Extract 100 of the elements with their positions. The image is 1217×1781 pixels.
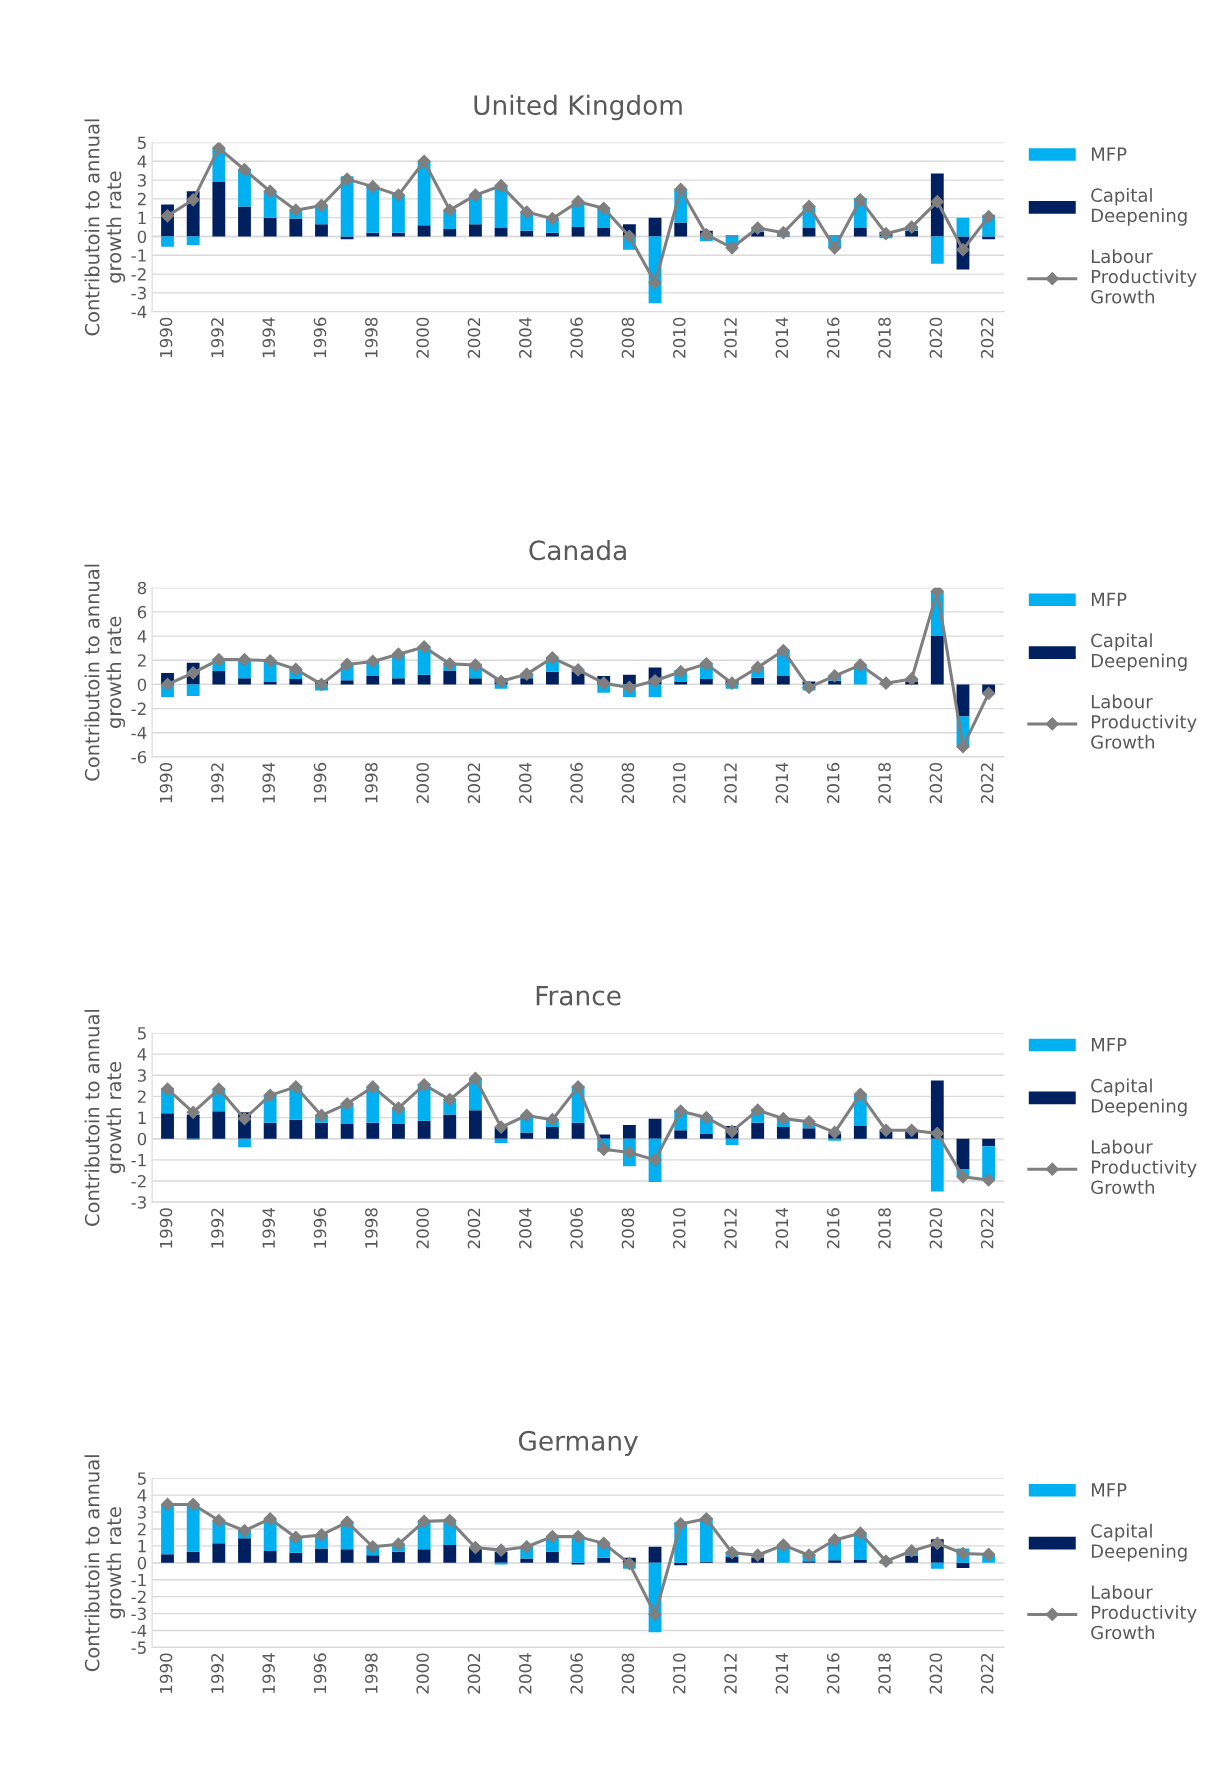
y-tick-label: -1: [131, 1573, 146, 1587]
x-tick-label: 1992: [211, 1208, 224, 1248]
legend-label: Labour Productivity Growth: [1091, 694, 1197, 749]
legend-label: Capital Deepening: [1091, 1523, 1187, 1562]
x-tick-label: 2000: [416, 317, 429, 358]
x-tick-label: 2014: [775, 1653, 789, 1694]
legend-label: MFP: [1091, 147, 1127, 161]
x-tick-label: 2012: [724, 763, 737, 803]
x-tick-label: 2012: [724, 1653, 737, 1694]
y-tick-label: 0: [137, 1132, 147, 1146]
x-tick-label: 2018: [878, 1208, 891, 1249]
x-tick-label: 1998: [365, 1653, 378, 1693]
x-tick-label: 2012: [724, 1208, 737, 1249]
x-tick-label: 2022: [980, 1208, 994, 1249]
x-tick-label: 2000: [416, 762, 429, 803]
legend-label: MFP: [1091, 592, 1127, 607]
x-tick-label: 2018: [878, 317, 891, 358]
x-tick-label: 2006: [570, 317, 583, 358]
x-tick-label: 2000: [416, 1208, 429, 1249]
y-tick-label: -4: [131, 1624, 147, 1637]
chart-title: United Kingdom: [474, 94, 682, 121]
legend-label: Labour Productivity Growth: [1091, 1584, 1197, 1640]
y-tick-label: 3: [137, 1506, 146, 1519]
x-tick-label: 1996: [313, 1208, 327, 1248]
x-tick-label: 1996: [313, 317, 327, 358]
x-tick-label: 2004: [518, 1653, 532, 1694]
legend-label: Labour Productivity Growth: [1091, 1139, 1197, 1195]
x-tick-label: 2020: [929, 317, 943, 358]
x-tick-label: 1992: [211, 1653, 224, 1693]
y-tick-label: 4: [137, 630, 147, 643]
y-tick-label: -2: [131, 702, 146, 715]
y-tick-label: 0: [137, 678, 147, 691]
x-tick-label: 1992: [211, 763, 224, 803]
x-tick-label: 2018: [878, 1653, 891, 1694]
y-tick-label: 3: [137, 1069, 146, 1082]
legend-label: Labour Productivity Growth: [1091, 249, 1197, 304]
x-tick-label: 1994: [262, 1653, 275, 1693]
y-tick-label: 5: [137, 1027, 146, 1040]
x-tick-label: 1998: [365, 317, 378, 358]
y-tick-label: -3: [131, 286, 146, 300]
y-tick-label: -3: [131, 1607, 146, 1621]
x-tick-label: 2020: [929, 762, 943, 803]
y-tick-label: 6: [137, 605, 147, 619]
x-tick-label: 2010: [672, 762, 686, 803]
x-tick-label: 1990: [159, 317, 173, 358]
x-tick-label: 1994: [262, 1207, 275, 1248]
x-tick-label: 2022: [980, 318, 994, 358]
x-tick-label: 2010: [672, 1653, 686, 1694]
x-tick-label: 2012: [724, 318, 737, 358]
x-tick-label: 2014: [775, 1207, 789, 1249]
chart-title: France: [536, 985, 621, 1006]
y-tick-label: -5: [131, 1641, 146, 1654]
y-tick-label: -4: [131, 305, 147, 319]
x-tick-label: 2004: [518, 1207, 532, 1249]
x-tick-label: 2014: [775, 762, 789, 803]
x-tick-label: 1994: [262, 317, 275, 358]
y-axis-title: Contributoin to annual growth rate: [84, 1455, 126, 1672]
legend-label: Capital Deepening: [1091, 633, 1187, 671]
x-tick-label: 2022: [980, 1653, 994, 1694]
x-tick-label: 2002: [467, 1653, 481, 1694]
y-tick-label: -1: [131, 1154, 146, 1167]
x-tick-label: 2022: [980, 763, 994, 803]
x-tick-label: 2008: [621, 1208, 635, 1249]
y-tick-label: 2: [137, 1522, 146, 1536]
x-tick-label: 1990: [159, 1208, 173, 1248]
y-axis-title: Contributoin to annual growth rate: [84, 119, 126, 336]
legend-label: MFP: [1091, 1483, 1127, 1497]
x-tick-label: 2002: [467, 1208, 481, 1249]
x-tick-label: 1990: [159, 762, 173, 803]
y-tick-label: -2: [131, 268, 146, 281]
y-tick-label: 2: [137, 1090, 146, 1103]
x-tick-label: 2002: [467, 318, 481, 358]
x-tick-label: 2002: [467, 763, 481, 803]
x-tick-label: 2016: [826, 1653, 840, 1694]
y-tick-label: -4: [131, 726, 147, 740]
x-tick-label: 2006: [570, 762, 583, 803]
y-tick-label: -6: [131, 750, 147, 764]
x-tick-label: 1996: [313, 762, 327, 803]
x-tick-label: 1994: [262, 762, 275, 803]
y-axis-title: Contributoin to annual growth rate: [84, 1009, 126, 1226]
y-tick-label: 4: [137, 155, 147, 168]
y-tick-label: 2: [137, 654, 146, 667]
y-tick-label: 0: [137, 1556, 147, 1570]
y-tick-label: 8: [137, 581, 147, 595]
y-tick-label: -1: [131, 249, 146, 262]
x-tick-label: 2008: [621, 1653, 635, 1694]
x-tick-label: 2008: [621, 317, 635, 358]
y-tick-label: 1: [138, 1111, 146, 1124]
x-tick-label: 2004: [518, 762, 532, 803]
x-tick-label: 2016: [826, 1208, 840, 1249]
x-tick-label: 2014: [775, 317, 789, 358]
chart-title: Canada: [529, 539, 626, 561]
x-tick-label: 2020: [929, 1208, 943, 1249]
x-tick-label: 1990: [159, 1653, 173, 1693]
legend-label: Capital Deepening: [1091, 188, 1187, 226]
x-tick-label: 2016: [826, 317, 840, 358]
x-tick-label: 2018: [878, 762, 891, 803]
y-tick-label: 1: [138, 1540, 146, 1553]
x-tick-label: 2006: [570, 1653, 583, 1694]
y-axis-title: Contributoin to annual growth rate: [84, 564, 126, 781]
